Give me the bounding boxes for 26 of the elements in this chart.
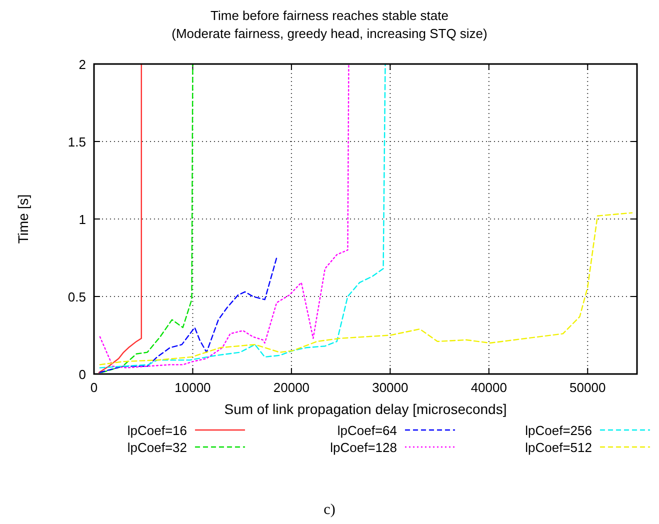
y-tick-label: 2 [78,57,86,72]
text: c) [324,502,336,518]
legend-label: lpCoef=128 [330,440,397,455]
y-tick-label: 1 [78,212,86,227]
x-axis-title: Sum of link propagation delay [microseconds] [224,401,507,417]
x-tick-label: 50000 [570,380,606,395]
x-tick-label: 40000 [470,380,507,395]
x-tick-label: 0 [90,380,98,395]
line-series [98,63,142,374]
line-series [101,63,194,374]
x-tick-label: 30000 [372,380,408,395]
legend-label: lpCoef=512 [525,440,592,455]
legend-label: lpCoef=64 [337,423,397,438]
y-tick-label: 0 [78,367,86,382]
y-tick-label: 1.5 [68,134,86,150]
x-tick-label: 20000 [273,380,310,395]
chart-title: Time before fairness reaches stable state [210,8,448,23]
legend-label: lpCoef=16 [127,423,187,438]
y-axis-title: Time [s] [15,194,31,244]
legend-label: lpCoef=32 [127,440,187,455]
y-tick-label: 0.5 [68,290,86,304]
chart-subtitle: (Moderate fairness, greedy head, increasing STQ size) [172,26,488,41]
line-series [99,257,278,374]
x-tick-label: 10000 [174,380,211,395]
line-series [99,212,633,366]
legend-label: lpCoef=256 [525,423,592,438]
